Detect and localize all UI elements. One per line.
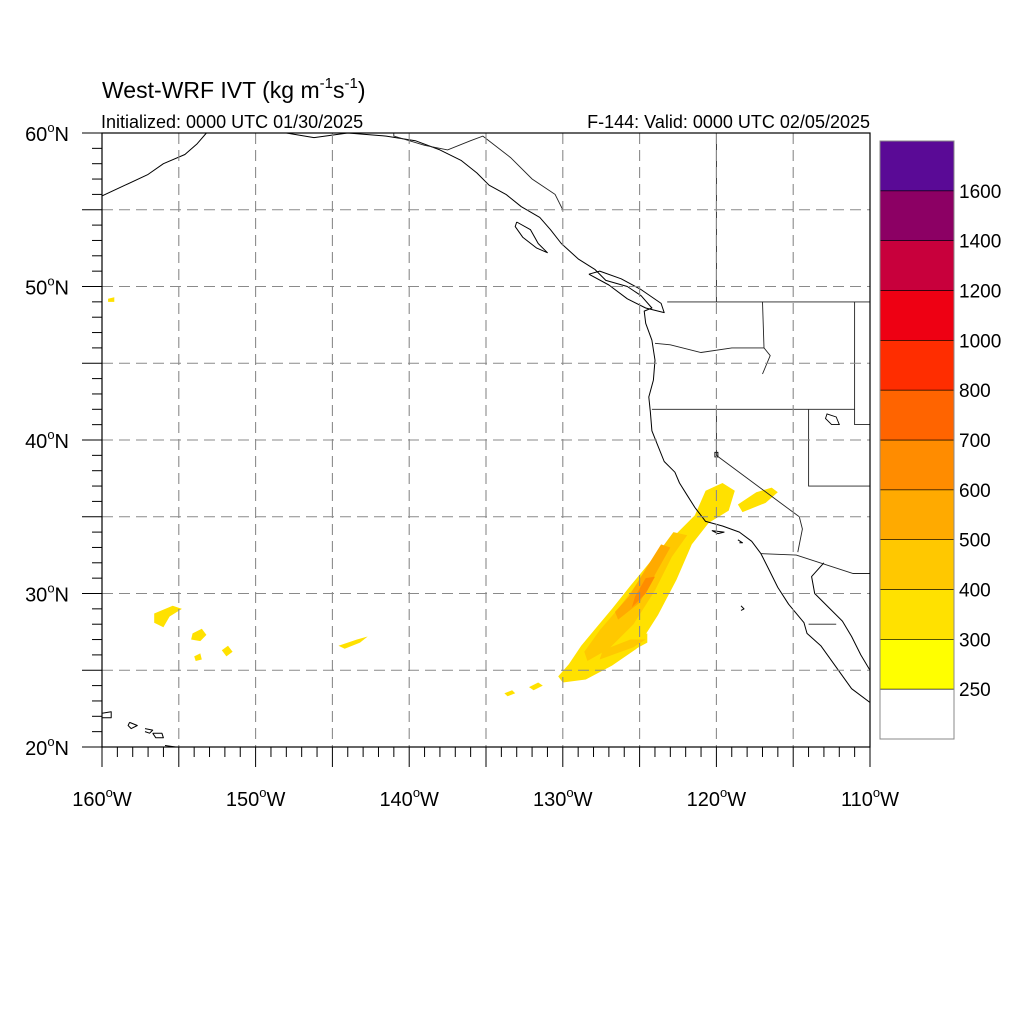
colorbar-label: 600: [959, 481, 991, 502]
ivt-region-300: [504, 690, 516, 697]
border-line: [654, 301, 765, 353]
coastline-segment: [102, 711, 112, 719]
colorbar-label: 1000: [959, 331, 1001, 352]
coastline-segment: [144, 728, 154, 734]
lon-tick-label: 140oW: [379, 785, 439, 811]
colorbar-label: 1600: [959, 182, 1001, 203]
border-line: [393, 133, 564, 211]
ivt-region-300: [338, 636, 368, 649]
colorbar-label: 400: [959, 581, 991, 602]
border-line: [762, 347, 771, 375]
lat-tick-label: 30oN: [25, 581, 69, 607]
plot-title: West-WRF IVT (kg m-1s-1): [102, 75, 366, 103]
border-line: [808, 409, 870, 487]
axis-ticks: [82, 132, 871, 767]
coastline-segment: [152, 732, 164, 739]
ivt-region-400: [599, 639, 646, 660]
colorbar-label: 500: [959, 531, 991, 552]
colorbar-label: 700: [959, 431, 991, 452]
border-line: [854, 363, 870, 426]
border-line: [760, 553, 870, 574]
gridlines: [102, 133, 870, 747]
lat-tick-label: 20oN: [25, 734, 69, 760]
coastline-segment: [811, 562, 870, 671]
colorbar-label: 1400: [959, 232, 1001, 253]
colorbar-label: 1200: [959, 282, 1001, 303]
ivt-region-300: [221, 645, 233, 657]
coastlines: [102, 133, 870, 747]
lat-tick-label: 40oN: [25, 427, 69, 453]
colorbar-label: 800: [959, 381, 991, 402]
lon-tick-label: 120oW: [687, 785, 747, 811]
colorbar-swatch: [879, 190, 955, 241]
lon-tick-label: 130oW: [533, 785, 593, 811]
ivt-region-300: [194, 653, 202, 661]
coastline-segment: [286, 133, 870, 703]
ivt-region-300: [737, 487, 778, 513]
ivt-region-600: [631, 576, 655, 608]
coastline-segment: [740, 605, 745, 611]
lon-tick-label: 110oW: [841, 785, 899, 811]
colorbar-swatch: [879, 389, 955, 441]
ivt-region-500: [615, 544, 671, 620]
colorbar-swatch: [879, 539, 955, 590]
colorbar-swatch: [879, 290, 955, 341]
colorbar-swatch: [879, 589, 955, 640]
border-line: [715, 409, 803, 553]
colorbar-swatch: [879, 339, 955, 391]
colorbar: 250 300 400 500 600 700 800 1000 1200 1400 1600: [879, 140, 1001, 740]
map-area: [102, 133, 870, 747]
political-borders: [393, 133, 870, 625]
coastline-segment: [711, 530, 725, 535]
lat-tick-label: 50oN: [25, 274, 69, 300]
valid-time-label: F-144: Valid: 0000 UTC 02/05/2025: [587, 112, 870, 132]
coastline-segment: [127, 721, 138, 730]
ivt-region-300: [108, 297, 115, 302]
colorbar-swatch: [879, 688, 955, 740]
coastline-segment: [737, 539, 743, 544]
initialized-label: Initialized: 0000 UTC 01/30/2025: [101, 112, 363, 132]
coastline-segment: [164, 745, 179, 747]
lat-tick-label: 60oN: [25, 120, 69, 146]
colorbar-swatch: [879, 240, 955, 291]
coastline-segment: [588, 270, 665, 314]
ivt-region-300: [529, 682, 543, 691]
colorbar-frame: [879, 140, 955, 740]
colorbar-swatch: [879, 439, 955, 491]
latitude-labels: 20oN 30oN 40oN 50oN 60oN: [25, 120, 69, 760]
colorbar-swatch: [879, 140, 955, 192]
ivt-region-300: [191, 628, 207, 642]
colorbar-swatch: [879, 638, 955, 690]
colorbar-swatch: [879, 489, 955, 540]
coastline-segment: [514, 221, 548, 254]
colorbar-label: 300: [959, 630, 991, 651]
longitude-labels: 160oW 150oW 140oW 130oW 120oW 110oW: [72, 785, 899, 811]
ivt-region-300: [154, 605, 182, 628]
colorbar-label: 250: [959, 680, 991, 701]
lon-tick-label: 160oW: [72, 785, 132, 811]
lon-tick-label: 150oW: [226, 785, 286, 811]
coastline-segment: [102, 133, 207, 197]
lake-outline: [824, 413, 840, 426]
ivt-shading: [108, 297, 778, 697]
